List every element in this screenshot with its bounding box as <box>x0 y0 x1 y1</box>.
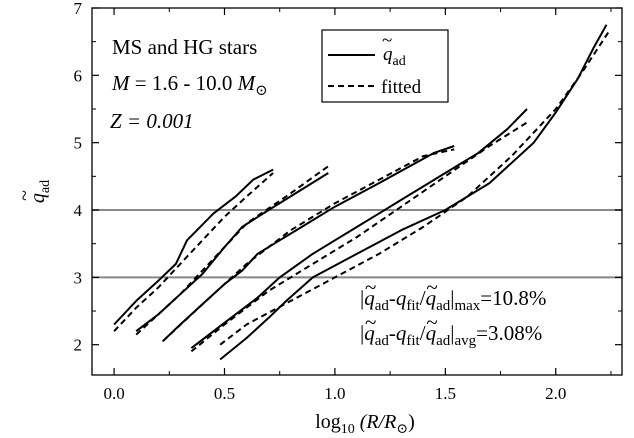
legend-label-fitted: fitted <box>381 77 422 98</box>
y-tick-label: 3 <box>74 268 83 287</box>
annotation-metallicity: Z = 0.001 <box>110 109 194 133</box>
legend-label-qad: qad <box>383 44 406 69</box>
series-1-dashed <box>113 172 274 332</box>
ticks <box>92 7 622 375</box>
tilde-mark: ~ <box>426 310 437 334</box>
series-0-solid <box>113 168 274 326</box>
svg-text:qad: qad <box>27 180 53 203</box>
x-tick-label: 1.0 <box>324 384 345 403</box>
y-axis-title: qad ~ <box>14 180 53 203</box>
x-axis-ratio: (R/R <box>355 411 397 433</box>
x-tick-label: 1.5 <box>435 384 456 403</box>
annotation-error-max: |qad-qfit/qad|max=10.8% <box>360 286 546 314</box>
y-axis-sub: ad <box>38 180 53 193</box>
y-tick-label: 6 <box>74 66 83 85</box>
y-axis-q: q <box>27 193 49 203</box>
x-axis-log-sub: 10 <box>341 422 355 437</box>
tick-labels: 0.0 0.5 1.0 1.5 2.0 2 3 4 5 6 7 <box>74 0 567 403</box>
y-tick-label: 4 <box>74 201 83 220</box>
legend-box <box>321 29 449 103</box>
series-9-dashed <box>219 31 610 346</box>
legend: qad ~ fitted <box>321 29 449 103</box>
x-tick-label: 2.0 <box>545 384 566 403</box>
y-tick-label: 2 <box>74 336 83 355</box>
series-5-dashed <box>162 148 455 343</box>
x-axis-close: ) <box>408 411 415 433</box>
tilde-mark: ~ <box>365 310 376 334</box>
annotation-title: MS and HG stars <box>112 35 257 59</box>
y-axis-tilde: ~ <box>14 190 36 201</box>
x-axis-log: log <box>315 411 341 433</box>
y-tick-label: 5 <box>74 134 83 153</box>
y-tick-label: 7 <box>74 0 83 18</box>
series-6-solid <box>190 108 528 349</box>
plot-frame <box>91 7 623 376</box>
x-tick-label: 0.0 <box>103 384 124 403</box>
series-3-dashed <box>135 165 329 336</box>
x-axis-title: log10 (R/R⊙) <box>315 411 415 437</box>
annotation-error-avg: |qad-qfit/qad|avg=3.08% <box>360 321 542 349</box>
x-tick-label: 0.5 <box>214 384 235 403</box>
legend-label-tilde: ~ <box>382 30 392 51</box>
x-axis-sun: ⊙ <box>396 422 408 437</box>
tilde-mark: ~ <box>426 275 437 299</box>
series-7-dashed <box>190 121 528 353</box>
tilde-mark: ~ <box>365 275 376 299</box>
reference-lines <box>92 209 622 279</box>
annotation-mass-range: M = 1.6 - 10.0 M⊙ <box>111 71 268 99</box>
series-layer <box>113 24 610 361</box>
series-2-solid <box>135 172 329 332</box>
annotation-error-tildes: ~ ~ ~ ~ <box>365 275 438 334</box>
